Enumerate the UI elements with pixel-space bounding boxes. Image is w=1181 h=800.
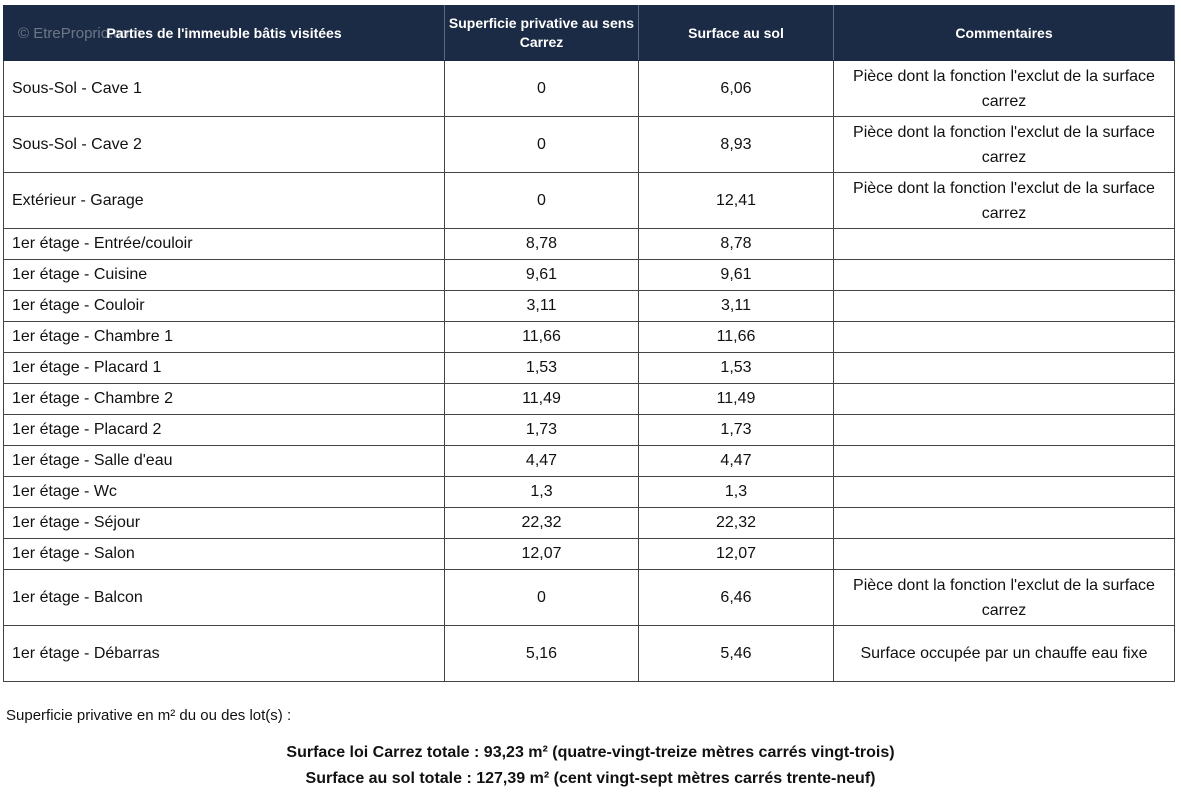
cell-carrez: 22,32 (444, 507, 639, 539)
cell-part: 1er étage - Couloir (3, 290, 445, 322)
cell-part: 1er étage - Placard 2 (3, 414, 445, 446)
cell-sol: 1,53 (638, 352, 834, 384)
cell-comment (833, 538, 1175, 570)
cell-part: 1er étage - Débarras (3, 625, 445, 682)
cell-comment (833, 228, 1175, 260)
cell-sol: 12,41 (638, 172, 834, 229)
cell-sol: 11,66 (638, 321, 834, 353)
table-row: 1er étage - Chambre 2 11,49 11,49 (3, 383, 1175, 415)
cell-sol: 11,49 (638, 383, 834, 415)
cell-carrez: 12,07 (444, 538, 639, 570)
header-parties: © EtreProprio.com Parties de l'immeuble b… (3, 5, 445, 61)
cell-carrez: 11,66 (444, 321, 639, 353)
cell-comment (833, 290, 1175, 322)
total-carrez: Surface loi Carrez totale : 93,23 m² (qu… (286, 744, 895, 761)
cell-comment (833, 321, 1175, 353)
header-sol: Surface au sol (638, 5, 834, 61)
table-row: Extérieur - Garage 0 12,41 Pièce dont la fo… (3, 172, 1175, 229)
total-sol: Surface au sol totale : 127,39 m² (cent … (305, 770, 876, 787)
table-row: 1er étage - Séjour 22,32 22,32 (3, 507, 1175, 539)
cell-carrez: 1,53 (444, 352, 639, 384)
cell-sol: 4,47 (638, 445, 834, 477)
cell-part: 1er étage - Balcon (3, 569, 445, 626)
cell-sol: 8,78 (638, 228, 834, 260)
cell-carrez: 0 (444, 60, 639, 117)
cell-carrez: 0 (444, 116, 639, 173)
watermark: © EtreProprio.com (18, 25, 142, 42)
cell-sol: 22,32 (638, 507, 834, 539)
cell-sol: 5,46 (638, 625, 834, 682)
header-carrez: Superficie privative au sens Carrez (444, 5, 639, 61)
cell-carrez: 8,78 (444, 228, 639, 260)
cell-carrez: 4,47 (444, 445, 639, 477)
cell-part: 1er étage - Séjour (3, 507, 445, 539)
cell-comment: Pièce dont la fonction l'exclut de la su… (833, 569, 1175, 626)
cell-carrez: 0 (444, 569, 639, 626)
cell-sol: 6,46 (638, 569, 834, 626)
cell-carrez: 3,11 (444, 290, 639, 322)
table-header-row: © EtreProprio.com Parties de l'immeuble b… (3, 5, 1175, 61)
table-row: 1er étage - Couloir 3,11 3,11 (3, 290, 1175, 322)
cell-comment (833, 352, 1175, 384)
cell-comment: Surface occupée par un chauffe eau fixe (833, 625, 1175, 682)
cell-comment (833, 414, 1175, 446)
cell-comment: Pièce dont la fonction l'exclut de la su… (833, 116, 1175, 173)
cell-sol: 12,07 (638, 538, 834, 570)
cell-carrez: 1,3 (444, 476, 639, 508)
cell-part: Extérieur - Garage (3, 172, 445, 229)
cell-comment (833, 383, 1175, 415)
cell-carrez: 1,73 (444, 414, 639, 446)
surface-table: © EtreProprio.com Parties de l'immeuble b… (3, 5, 1175, 682)
cell-comment (833, 445, 1175, 477)
cell-part: 1er étage - Cuisine (3, 259, 445, 291)
cell-carrez: 0 (444, 172, 639, 229)
cell-part: 1er étage - Chambre 1 (3, 321, 445, 353)
cell-sol: 8,93 (638, 116, 834, 173)
cell-part: Sous-Sol - Cave 1 (3, 60, 445, 117)
cell-part: 1er étage - Entrée/couloir (3, 228, 445, 260)
cell-part: 1er étage - Chambre 2 (3, 383, 445, 415)
table-row: Sous-Sol - Cave 1 0 6,06 Pièce dont la fonc… (3, 60, 1175, 117)
privative-note: Superficie privative en m² du ou des lot… (6, 707, 292, 724)
cell-part: 1er étage - Salle d'eau (3, 445, 445, 477)
table-row: 1er étage - Cuisine 9,61 9,61 (3, 259, 1175, 291)
cell-sol: 3,11 (638, 290, 834, 322)
table-row: 1er étage - Wc 1,3 1,3 (3, 476, 1175, 508)
cell-comment (833, 476, 1175, 508)
cell-carrez: 9,61 (444, 259, 639, 291)
cell-comment: Pièce dont la fonction l'exclut de la su… (833, 60, 1175, 117)
table-row: 1er étage - Balcon 0 6,46 Pièce dont la fon… (3, 569, 1175, 626)
cell-sol: 1,73 (638, 414, 834, 446)
table-row: 1er étage - Salon 12,07 12,07 (3, 538, 1175, 570)
cell-comment: Pièce dont la fonction l'exclut de la su… (833, 172, 1175, 229)
table-row: 1er étage - Placard 2 1,73 1,73 (3, 414, 1175, 446)
cell-part: 1er étage - Salon (3, 538, 445, 570)
table-row: 1er étage - Entrée/couloir 8,78 8,78 (3, 228, 1175, 260)
cell-comment (833, 507, 1175, 539)
header-commentaires: Commentaires (833, 5, 1175, 61)
cell-sol: 9,61 (638, 259, 834, 291)
cell-carrez: 5,16 (444, 625, 639, 682)
table-row: 1er étage - Débarras 5,16 5,46 Surface occu… (3, 625, 1175, 682)
cell-part: Sous-Sol - Cave 2 (3, 116, 445, 173)
cell-comment (833, 259, 1175, 291)
cell-carrez: 11,49 (444, 383, 639, 415)
table-row: 1er étage - Chambre 1 11,66 11,66 (3, 321, 1175, 353)
table-row: 1er étage - Placard 1 1,53 1,53 (3, 352, 1175, 384)
cell-sol: 6,06 (638, 60, 834, 117)
table-row: 1er étage - Salle d'eau 4,47 4,47 (3, 445, 1175, 477)
cell-sol: 1,3 (638, 476, 834, 508)
cell-part: 1er étage - Placard 1 (3, 352, 445, 384)
cell-part: 1er étage - Wc (3, 476, 445, 508)
table-row: Sous-Sol - Cave 2 0 8,93 Pièce dont la fonc… (3, 116, 1175, 173)
